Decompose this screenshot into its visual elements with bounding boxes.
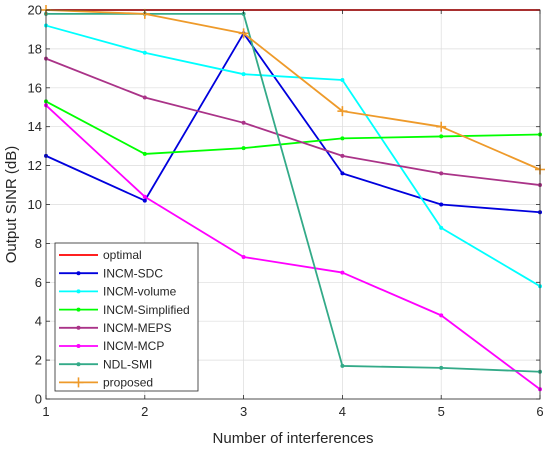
y-tick-label: 10	[28, 197, 42, 212]
x-tick-label: 3	[240, 404, 247, 419]
data-point-incm-mcp	[439, 313, 444, 318]
legend-item-ndl-smi: NDL-SMI	[59, 357, 152, 371]
data-point-incm-simplified	[142, 151, 147, 156]
series-line-incm-meps	[45, 57, 541, 186]
legend-marker	[76, 325, 81, 330]
legend-marker	[76, 271, 81, 276]
legend-marker	[76, 307, 81, 312]
data-point-ndl-smi	[439, 365, 444, 370]
data-point-incm-simplified	[340, 136, 345, 141]
data-point-proposed	[436, 121, 447, 132]
series-line-incm-volume	[45, 24, 541, 287]
data-point-incm-mcp	[241, 255, 246, 260]
y-axis-title: Output SINR (dB)	[3, 146, 20, 264]
legend-marker	[76, 344, 81, 348]
legend-item-optimal: optimal	[59, 248, 142, 262]
data-point-incm-volume	[340, 78, 345, 83]
legend-label: optimal	[103, 248, 142, 262]
series-incm-meps	[44, 56, 542, 188]
data-point-incm-meps	[142, 95, 147, 100]
x-axis-title: Number of interferences	[213, 430, 374, 447]
y-tick-label: 0	[35, 392, 42, 407]
data-point-incm-volume	[241, 72, 246, 77]
y-tick-label: 20	[28, 3, 42, 18]
data-point-incm-simplified	[439, 134, 444, 139]
data-point-incm-simplified	[241, 146, 246, 151]
y-tick-label: 6	[35, 275, 42, 290]
y-tick-label: 4	[35, 314, 42, 329]
legend-label: INCM-volume	[103, 285, 177, 299]
legend-marker	[73, 377, 84, 388]
data-point-proposed	[337, 106, 348, 117]
x-tick-label: 4	[339, 404, 346, 419]
series-incm-volume	[44, 23, 542, 289]
y-tick-label: 18	[28, 41, 42, 56]
y-tick-label: 12	[28, 158, 42, 173]
legend-item-proposed: proposed	[59, 376, 153, 390]
legend-item-incm-meps: INCM-MEPS	[59, 321, 172, 335]
series-line-proposed	[45, 9, 541, 171]
y-tick-label: 16	[28, 80, 42, 95]
data-point-ndl-smi	[340, 363, 345, 368]
legend-label: proposed	[103, 376, 153, 390]
legend-item-incm-sdc: INCM-SDC	[59, 266, 163, 280]
data-point-incm-mcp	[340, 270, 345, 275]
legend: optimal INCM-SDC INCM-volume INCM-Simplifie…	[54, 242, 199, 392]
legend-marker	[76, 289, 81, 294]
y-tick-label: 14	[28, 119, 42, 134]
x-tick-label: 2	[141, 404, 148, 419]
legend-label: INCM-MCP	[103, 339, 164, 353]
data-point-incm-meps	[340, 153, 345, 158]
x-tick-label: 5	[438, 404, 445, 419]
data-point-incm-mcp	[142, 194, 147, 199]
series-line-incm-mcp	[45, 104, 541, 390]
x-tick-label: 1	[42, 404, 49, 419]
series-line-incm-simplified	[45, 100, 541, 155]
data-point-incm-sdc	[142, 198, 147, 203]
x-tick-label: 6	[536, 404, 543, 419]
legend-label: INCM-SDC	[103, 266, 163, 280]
data-point-incm-sdc	[439, 202, 444, 207]
y-tick-label: 2	[35, 353, 42, 368]
series-incm-simplified	[44, 99, 542, 156]
data-point-incm-meps	[439, 171, 444, 176]
legend-item-incm-mcp: INCM-MCP	[59, 339, 164, 353]
data-point-proposed	[238, 28, 249, 39]
data-point-incm-meps	[241, 120, 246, 125]
legend-label: INCM-Simplified	[103, 303, 190, 317]
legend-item-incm-volume: INCM-volume	[59, 285, 177, 299]
legend-item-incm-simplified: INCM-Simplified	[59, 303, 190, 317]
data-point-incm-sdc	[340, 171, 345, 176]
data-point-incm-volume	[439, 225, 444, 230]
series-line-incm-sdc	[45, 32, 541, 214]
data-point-incm-volume	[142, 50, 147, 55]
legend-box	[54, 242, 199, 392]
legend-label: INCM-MEPS	[103, 321, 172, 335]
y-tick-label: 8	[35, 236, 42, 251]
legend-marker	[76, 362, 81, 367]
legend-label: NDL-SMI	[103, 357, 152, 371]
